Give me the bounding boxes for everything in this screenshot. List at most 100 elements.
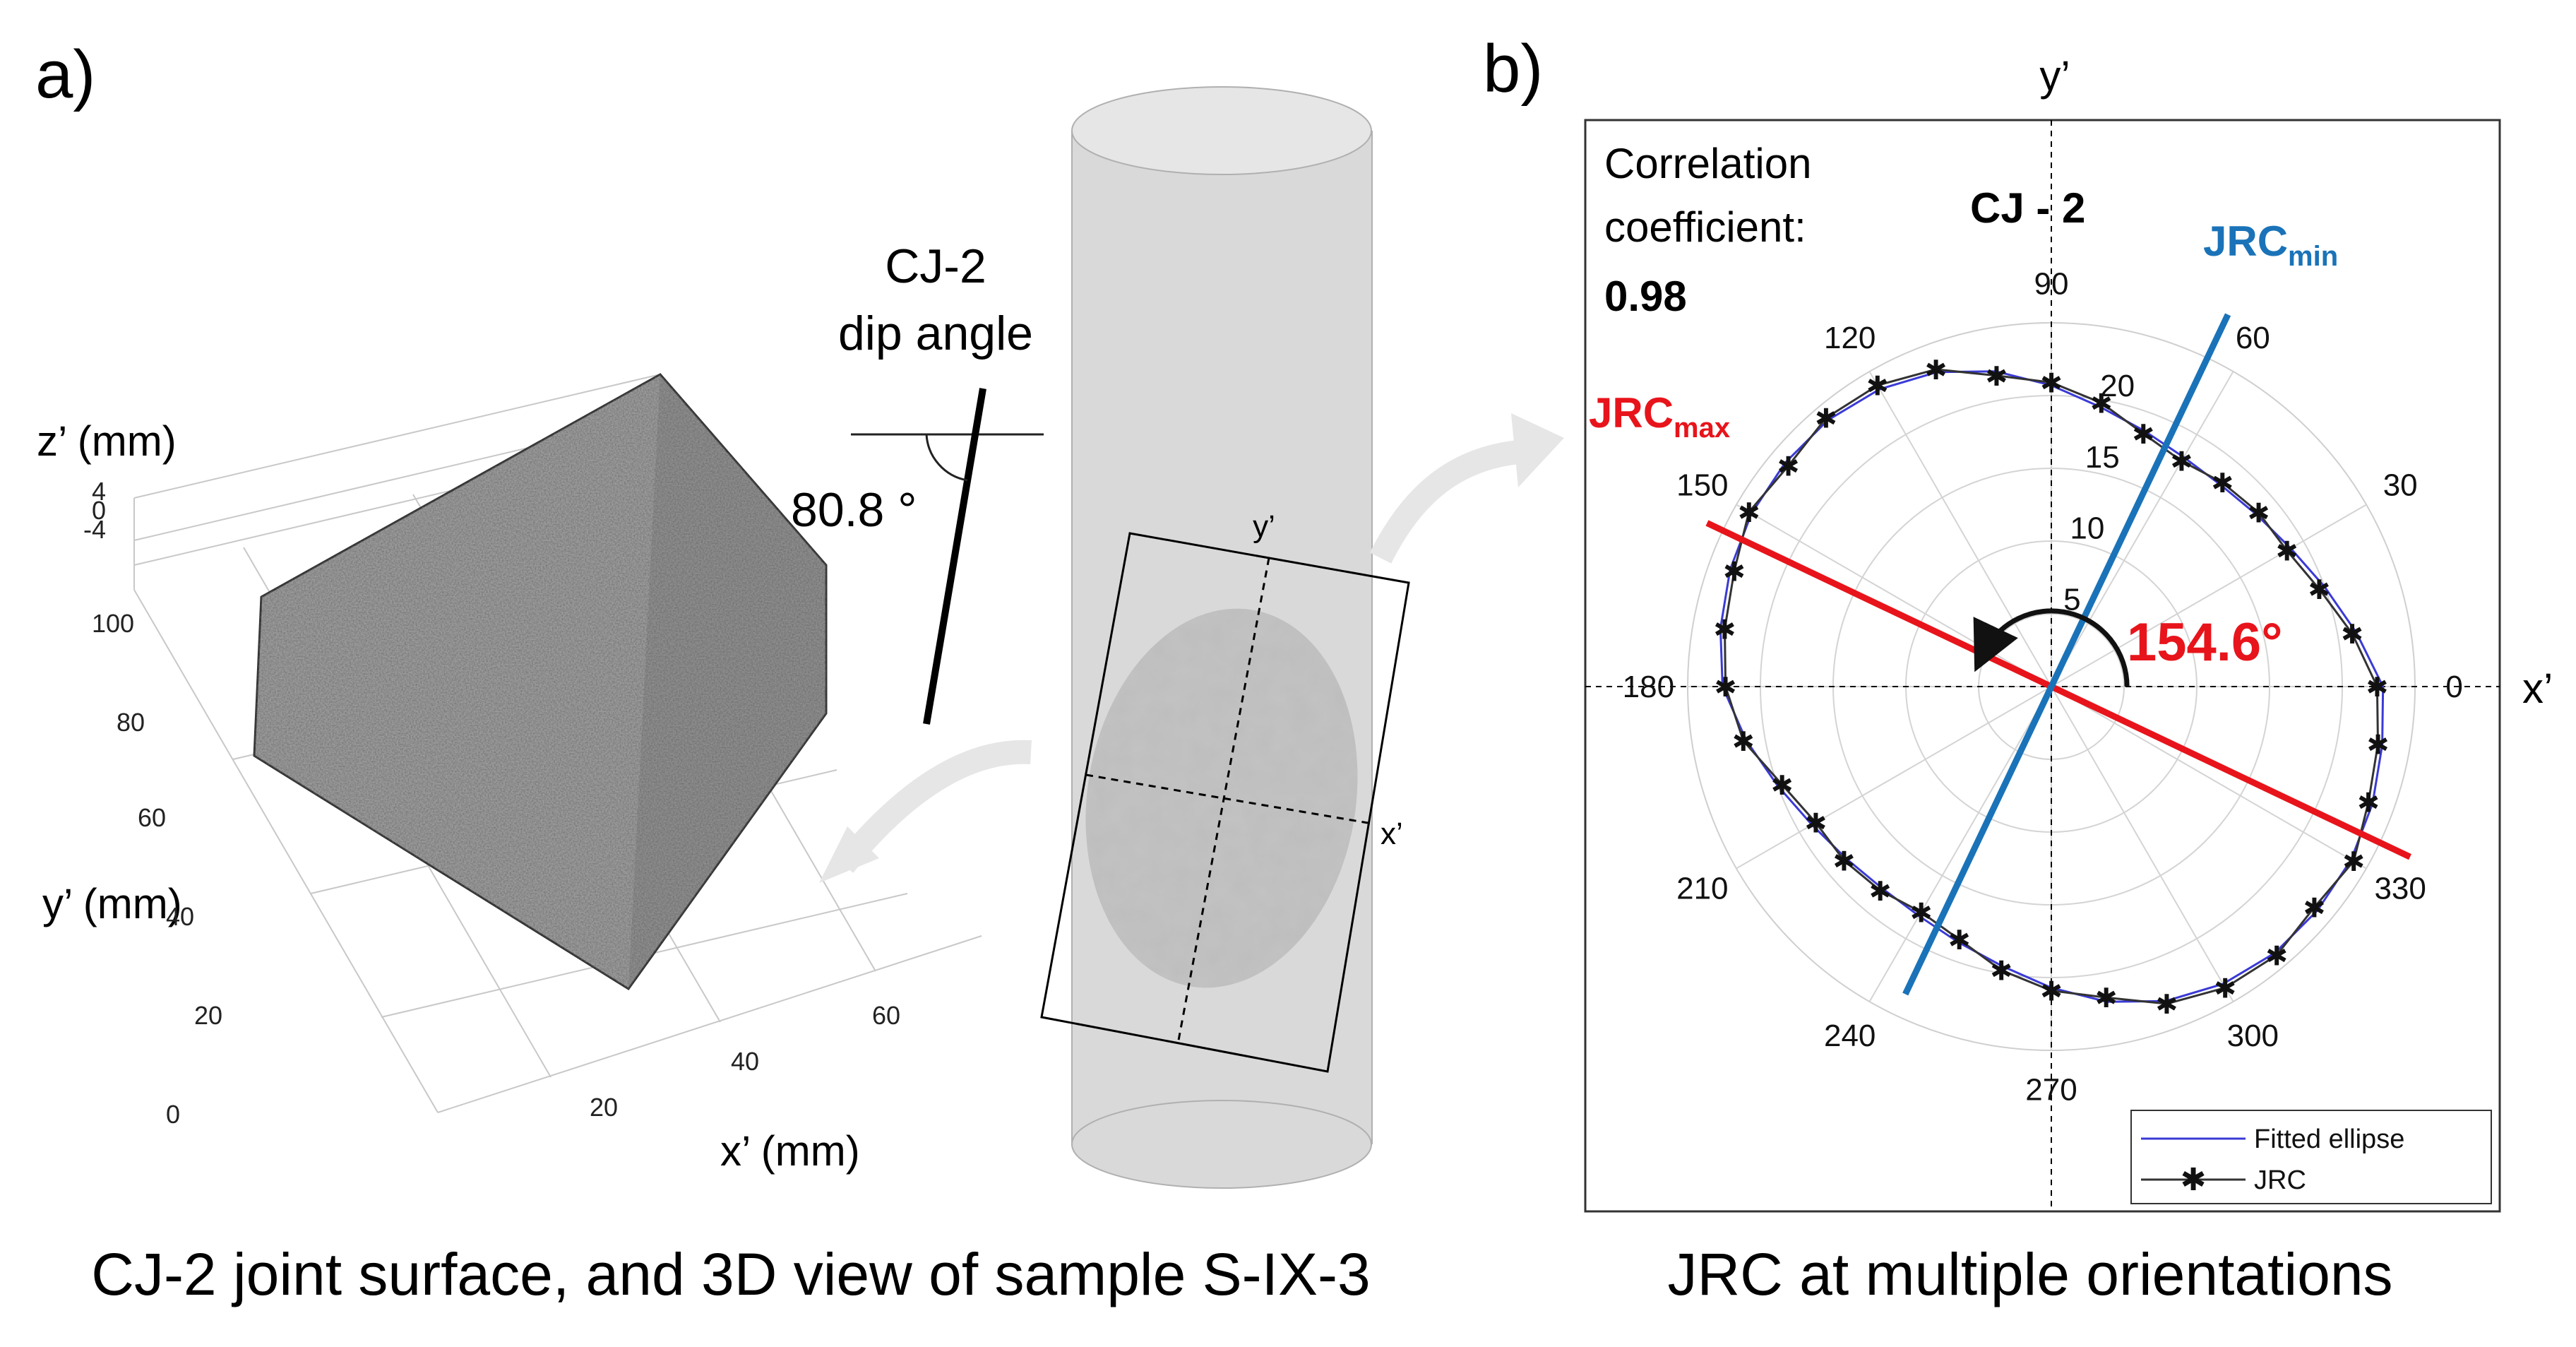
polar-spoke (1868, 371, 2052, 687)
jrc-point: ✱ (1715, 673, 1737, 703)
radial-tick-label: 10 (2070, 511, 2104, 546)
angle-tick-label: 330 (2374, 871, 2426, 906)
jrc-point: ✱ (2040, 978, 2063, 1007)
angle-tick-label: 0 (2445, 670, 2462, 704)
jrc-point: ✱ (2040, 369, 2063, 398)
z-tick-label: 4 (92, 477, 106, 506)
jrc-point: ✱ (1985, 362, 2008, 392)
sample-label: CJ - 2 (1970, 184, 2085, 232)
panel-a-caption: CJ-2 joint surface, and 3D view of sampl… (91, 1241, 1370, 1307)
jrc-point: ✱ (2170, 448, 2193, 477)
jrc-min-sub: min (2288, 241, 2338, 272)
angle-tick-label: 270 (2025, 1073, 2077, 1108)
jrc-series-line (1723, 368, 2380, 1005)
jrc-max-base: JRC (1589, 389, 1674, 437)
y-tick-label: 60 (138, 803, 166, 832)
panel-a-letter: a) (35, 37, 95, 112)
axis-z-label: z’ (mm) (37, 417, 177, 465)
y-tick-label: 20 (194, 1001, 222, 1030)
angle-tick-label: 30 (2383, 468, 2418, 503)
jrc-point: ✱ (2090, 389, 2113, 419)
jrc-point: ✱ (2248, 499, 2270, 529)
polar-plot-frame (1584, 119, 2501, 1213)
y-tick-label: 0 (166, 1100, 180, 1129)
dip-title-line1: CJ-2 (885, 239, 986, 293)
arrow-to-surface-head (819, 826, 879, 883)
jrc-point: ✱ (2156, 990, 2178, 1020)
correlation-value: 0.98 (1604, 273, 1687, 320)
y-tick-label: 100 (92, 609, 134, 638)
jrc-min-direction-line (1902, 313, 2231, 996)
axis-right-label: x’ (2522, 665, 2553, 712)
jrc-point: ✱ (1925, 356, 1948, 386)
dip-line (923, 388, 986, 725)
jrc-point: ✱ (1732, 728, 1755, 757)
jrc-max-sub: max (1674, 413, 1730, 444)
radial-tick-label: 15 (2085, 440, 2120, 475)
jrc-point: ✱ (2308, 576, 2330, 605)
arrow-to-polar-head (1511, 413, 1564, 487)
jrc-min-label: JRCmin (2203, 218, 2338, 272)
legend-jrc-marker: ✱ (2181, 1163, 2207, 1197)
jrc-point: ✱ (2303, 894, 2325, 923)
angle-tick-label: 210 (1676, 871, 1728, 906)
dip-angle-value: 80.8 ° (791, 483, 917, 537)
jrc-point: ✱ (1990, 957, 2012, 987)
angle-tick-label: 240 (1824, 1019, 1876, 1053)
panel-b-caption: JRC at multiple orientations (1667, 1241, 2392, 1307)
y-tick-label: 40 (166, 902, 194, 931)
jrc-point: ✱ (1777, 453, 1800, 482)
axis-y-label: y’ (mm) (42, 880, 182, 927)
x-tick-label: 40 (731, 1047, 759, 1076)
x-tick-label: 20 (590, 1093, 618, 1122)
jrc-point: ✱ (1723, 558, 1746, 588)
jrc-point: ✱ (2341, 620, 2363, 650)
jrc-point: ✱ (1948, 926, 1971, 956)
jrc-point: ✱ (1738, 499, 1760, 528)
z-tick-label: -4 (83, 515, 106, 544)
polar-spoke (1736, 686, 2052, 870)
jrc-point: ✱ (2214, 974, 2236, 1004)
angle-tick-label: 150 (1676, 468, 1728, 503)
correlation-label-line1: Correlation (1604, 140, 1811, 187)
jrc-min-base: JRC (2203, 218, 2288, 265)
correlation-label-line2: coefficient: (1604, 203, 1806, 251)
polar-spoke (2051, 504, 2367, 687)
legend-jrc-label: JRC (2254, 1165, 2306, 1195)
jrc-point: ✱ (2366, 673, 2389, 703)
jrc-point: ✱ (1714, 615, 1736, 645)
rotation-angle-label: 154.6° (2127, 612, 2283, 672)
jrc-point: ✱ (1804, 809, 1827, 839)
panel-b-letter: b) (1483, 31, 1543, 107)
jrc-point: ✱ (1833, 847, 1856, 877)
jrc-max-direction-line (1705, 520, 2411, 860)
jrc-point: ✱ (2211, 469, 2234, 499)
dip-title-line2: dip angle (838, 307, 1033, 360)
jrc-point: ✱ (2265, 942, 2288, 971)
jrc-point: ✱ (2342, 848, 2365, 877)
y-tick-label: 80 (117, 708, 145, 737)
jrc-point: ✱ (2367, 731, 2390, 761)
axis-x-label: x’ (mm) (720, 1127, 860, 1175)
plane-y-label: y’ (1253, 509, 1275, 544)
angle-tick-label: 90 (2034, 266, 2069, 301)
jrc-point: ✱ (1815, 405, 1837, 434)
axis-top-label: y’ (2039, 52, 2070, 100)
radial-tick-label: 20 (2100, 369, 2135, 403)
rotation-arc (1973, 608, 2130, 687)
polar-spoke (2051, 686, 2367, 870)
x-tick-label: 60 (872, 1001, 900, 1030)
polar-chart: 03060901201501802102402703003305101520✱✱… (1585, 120, 2500, 1211)
jrc-point: ✱ (2276, 537, 2298, 566)
polar-spoke (1868, 686, 2052, 1002)
z-tick-label: 0 (92, 496, 106, 525)
fitted-ellipse-line (1719, 370, 2385, 1003)
jrc-point: ✱ (1869, 877, 1892, 907)
polar-legend: Fitted ellipse ✱ JRC (2130, 1110, 2492, 1204)
angle-tick-label: 180 (1623, 670, 1674, 704)
jrc-point: ✱ (1910, 898, 1933, 928)
dip-arc (925, 434, 968, 482)
arrow-to-polar (1369, 440, 1520, 564)
